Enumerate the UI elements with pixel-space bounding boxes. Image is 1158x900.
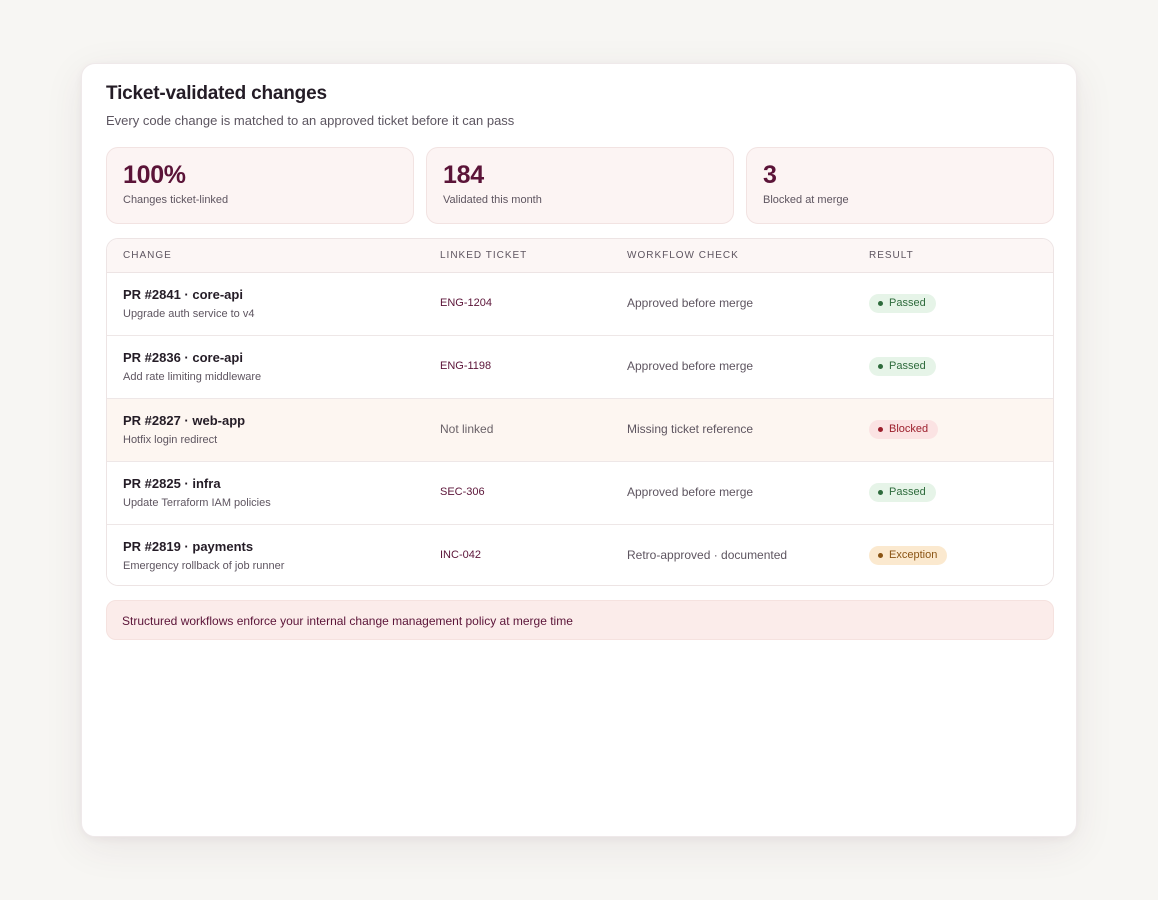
table-row[interactable]: PR #2836 · core-api Add rate limiting mi… — [107, 336, 1053, 399]
linked-ticket-link[interactable]: SEC-306 — [440, 486, 485, 498]
change-description: Update Terraform IAM policies — [123, 497, 271, 509]
change-title: PR #2819 · payments — [123, 539, 254, 554]
status-dot-icon — [878, 490, 883, 495]
change-title: PR #2827 · web-app — [123, 413, 246, 428]
table-row[interactable]: PR #2825 · infra Update Terraform IAM po… — [107, 462, 1053, 525]
status-dot-icon — [878, 301, 883, 306]
column-header-result: RESULT — [869, 250, 914, 261]
stat-validated: 184 Validated this month — [426, 147, 734, 224]
status-badge: Blocked — [869, 420, 939, 439]
policy-note: Structured workflows enforce your intern… — [106, 600, 1054, 640]
change-title: PR #2836 · core-api — [123, 350, 243, 365]
linked-ticket-link[interactable]: INC-042 — [440, 549, 481, 561]
linked-ticket-link[interactable]: ENG-1198 — [440, 360, 492, 372]
status-badge: Passed — [869, 483, 936, 502]
status-label: Passed — [889, 486, 926, 498]
workflow-check: Approved before merge — [627, 485, 754, 499]
stat-label: Changes ticket-linked — [123, 194, 229, 206]
status-dot-icon — [878, 553, 883, 558]
stat-label: Blocked at merge — [763, 194, 849, 206]
column-header-change: CHANGE — [123, 250, 172, 261]
change-description: Emergency rollback of job runner — [123, 560, 285, 572]
status-badge: Exception — [869, 546, 948, 565]
status-badge: Passed — [869, 294, 936, 313]
status-badge: Passed — [869, 357, 936, 376]
stats-row: 100% Changes ticket-linked 184 Validated… — [106, 147, 1054, 224]
changes-table: CHANGE LINKED TICKET WORKFLOW CHECK RESU… — [106, 238, 1054, 586]
stat-ticket-linked: 100% Changes ticket-linked — [106, 147, 414, 224]
table-row[interactable]: PR #2819 · payments Emergency rollback o… — [107, 525, 1053, 585]
status-label: Passed — [889, 297, 926, 309]
stat-label: Validated this month — [443, 194, 542, 206]
change-title: PR #2825 · infra — [123, 476, 221, 491]
table-row[interactable]: PR #2841 · core-api Upgrade auth service… — [107, 273, 1053, 336]
stat-value: 3 — [763, 161, 777, 189]
change-description: Hotfix login redirect — [123, 434, 218, 446]
changes-card: Ticket-validated changes Every code chan… — [81, 63, 1077, 837]
table-row[interactable]: PR #2827 · web-app Hotfix login redirect… — [107, 399, 1053, 462]
stat-value: 184 — [443, 161, 484, 189]
status-label: Exception — [889, 549, 938, 561]
status-label: Passed — [889, 360, 926, 372]
change-description: Add rate limiting middleware — [123, 371, 262, 383]
table-header: CHANGE LINKED TICKET WORKFLOW CHECK RESU… — [107, 239, 1053, 273]
linked-ticket-empty: Not linked — [440, 422, 494, 436]
status-dot-icon — [878, 364, 883, 369]
stat-blocked: 3 Blocked at merge — [746, 147, 1054, 224]
status-label: Blocked — [889, 423, 929, 435]
status-dot-icon — [878, 427, 883, 432]
linked-ticket-link[interactable]: ENG-1204 — [440, 297, 492, 309]
column-header-workflow-check: WORKFLOW CHECK — [627, 250, 739, 261]
workflow-check: Missing ticket reference — [627, 422, 754, 436]
workflow-check: Approved before merge — [627, 296, 754, 310]
page-title: Ticket-validated changes — [106, 83, 327, 104]
workflow-check: Retro-approved · documented — [627, 548, 788, 562]
workflow-check: Approved before merge — [627, 359, 754, 373]
column-header-linked-ticket: LINKED TICKET — [440, 250, 528, 261]
page-subtitle: Every code change is matched to an appro… — [106, 113, 515, 128]
stat-value: 100% — [123, 161, 186, 189]
change-description: Upgrade auth service to v4 — [123, 308, 255, 320]
change-title: PR #2841 · core-api — [123, 287, 243, 302]
